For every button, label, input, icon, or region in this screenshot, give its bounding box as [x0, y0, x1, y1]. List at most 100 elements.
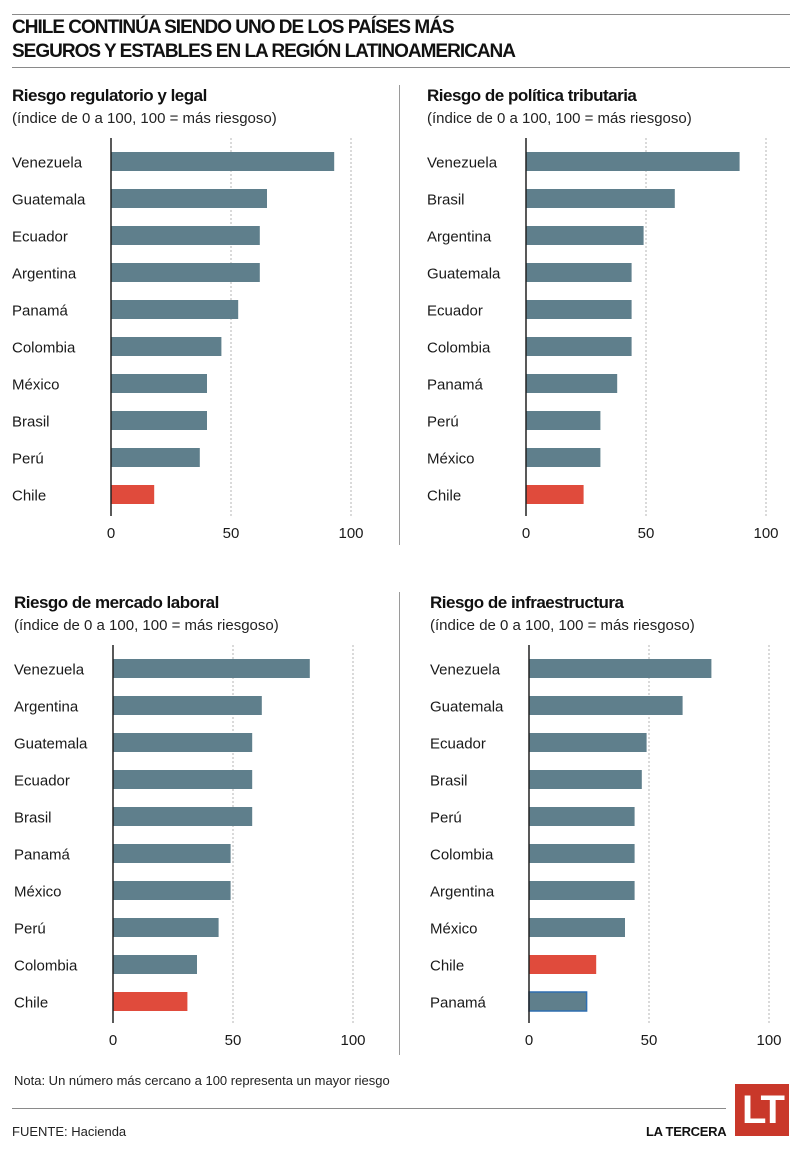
- category-label: Ecuador: [14, 773, 70, 790]
- chart-subtitle: (índice de 0 a 100, 100 = más riesgoso): [12, 110, 277, 127]
- bar-chart: Venezuela Guatemala Ecuador Argentina Panamá…: [12, 138, 392, 563]
- category-label: Chile: [14, 995, 48, 1012]
- category-label: Guatemala: [427, 266, 501, 283]
- category-label: Guatemala: [430, 699, 504, 716]
- chart-subtitle: (índice de 0 a 100, 100 = más riesgoso): [430, 617, 695, 634]
- bar: [529, 881, 635, 900]
- bar-highlight: [111, 485, 155, 504]
- bar: [111, 300, 239, 319]
- bar-highlight: [113, 992, 188, 1011]
- x-tick-label: 0: [525, 1032, 533, 1049]
- bar: [526, 411, 601, 430]
- chart-panel-infrastructure: Riesgo de infraestructura (índice de 0 a…: [430, 593, 800, 1063]
- bar: [526, 189, 675, 208]
- bar-chart-svg: Venezuela Brasil Argentina Guatemala Ecuador…: [427, 138, 779, 542]
- bar: [111, 337, 222, 356]
- panel-divider-top: [399, 85, 400, 545]
- x-tick-label: 100: [756, 1032, 781, 1049]
- chart-title: Riesgo de política tributaria: [427, 86, 637, 105]
- category-label: Brasil: [427, 192, 465, 209]
- x-tick-label: 0: [109, 1032, 117, 1049]
- bar: [526, 263, 632, 282]
- bar: [113, 770, 253, 789]
- bar: [113, 918, 219, 937]
- category-label: México: [427, 451, 475, 468]
- source-label: FUENTE: Hacienda: [12, 1124, 127, 1139]
- category-label: Brasil: [14, 810, 52, 827]
- footer-rule: [12, 1108, 726, 1109]
- category-label: Venezuela: [12, 155, 83, 172]
- bar: [529, 918, 625, 937]
- chart-subtitle: (índice de 0 a 100, 100 = más riesgoso): [427, 110, 692, 127]
- category-label: Guatemala: [14, 736, 88, 753]
- x-tick-label: 50: [638, 525, 655, 542]
- category-label: Colombia: [427, 340, 491, 357]
- panel-divider-bottom: [399, 592, 400, 1055]
- category-label: Venezuela: [427, 155, 498, 172]
- category-label: Chile: [430, 958, 464, 975]
- category-label: México: [430, 921, 478, 938]
- category-label: Brasil: [12, 414, 50, 431]
- category-label: México: [14, 884, 62, 901]
- bar: [111, 152, 335, 171]
- category-label: Colombia: [14, 958, 78, 975]
- bar-chart-svg: Venezuela Guatemala Ecuador Argentina Panamá…: [12, 138, 364, 542]
- x-tick-label: 100: [753, 525, 778, 542]
- bar: [529, 733, 647, 752]
- bar-chart: Venezuela Brasil Argentina Guatemala Ecuador…: [427, 138, 800, 563]
- bar: [113, 733, 253, 752]
- bar: [529, 659, 712, 678]
- bar: [526, 300, 632, 319]
- category-label: Perú: [427, 414, 459, 431]
- bar: [111, 448, 200, 467]
- bar-chart: Venezuela Guatemala Ecuador Brasil Perú Colom…: [430, 645, 800, 1070]
- category-label: Chile: [427, 488, 461, 505]
- category-label: Colombia: [430, 847, 494, 864]
- chart-subtitle: (índice de 0 a 100, 100 = más riesgoso): [14, 617, 279, 634]
- bar: [111, 189, 267, 208]
- x-tick-label: 0: [522, 525, 530, 542]
- x-tick-label: 50: [223, 525, 240, 542]
- bar: [113, 844, 231, 863]
- bar: [111, 226, 260, 245]
- bar-chart-svg: Venezuela Argentina Guatemala Ecuador Brasil…: [14, 645, 366, 1049]
- bar-highlight: [529, 955, 597, 974]
- bar: [526, 152, 740, 171]
- bar: [526, 448, 601, 467]
- chart-panel-labor: Riesgo de mercado laboral (índice de 0 a…: [14, 593, 404, 1063]
- bar: [113, 696, 262, 715]
- bar: [529, 844, 635, 863]
- category-label: Colombia: [12, 340, 76, 357]
- category-label: Argentina: [14, 699, 79, 716]
- category-label: Panamá: [14, 847, 71, 864]
- chart-title: Riesgo de mercado laboral: [14, 593, 219, 612]
- bar: [526, 226, 644, 245]
- category-label: Brasil: [430, 773, 468, 790]
- x-tick-label: 100: [338, 525, 363, 542]
- page-title: CHILE CONTINÚA SIENDO UNO DE LOS PAÍSES …: [12, 16, 516, 64]
- bar: [529, 807, 635, 826]
- brand-name: LA TERCERA: [646, 1124, 727, 1139]
- title-bottom-rule: [12, 67, 790, 68]
- category-label: Argentina: [427, 229, 492, 246]
- x-tick-label: 100: [340, 1032, 365, 1049]
- category-label: Perú: [12, 451, 44, 468]
- bar-chart-svg: Venezuela Guatemala Ecuador Brasil Perú Colom…: [430, 645, 782, 1049]
- bar: [528, 991, 588, 1012]
- x-tick-label: 0: [107, 525, 115, 542]
- category-label: Guatemala: [12, 192, 86, 209]
- category-label: Ecuador: [12, 229, 68, 246]
- category-label: México: [12, 377, 60, 394]
- category-label: Ecuador: [427, 303, 483, 320]
- chart-panel-regulatory: Riesgo regulatorio y legal (índice de 0 …: [12, 86, 402, 556]
- category-label: Chile: [12, 488, 46, 505]
- bar: [113, 955, 197, 974]
- category-label: Argentina: [12, 266, 77, 283]
- bar: [529, 696, 683, 715]
- bar-chart: Venezuela Argentina Guatemala Ecuador Brasil…: [14, 645, 394, 1070]
- bar: [111, 374, 207, 393]
- category-label: Perú: [430, 810, 462, 827]
- page-title-line-2: SEGUROS Y ESTABLES EN LA REGIÓN LATINOAM…: [12, 41, 516, 62]
- bar: [526, 374, 618, 393]
- category-label: Venezuela: [14, 662, 85, 679]
